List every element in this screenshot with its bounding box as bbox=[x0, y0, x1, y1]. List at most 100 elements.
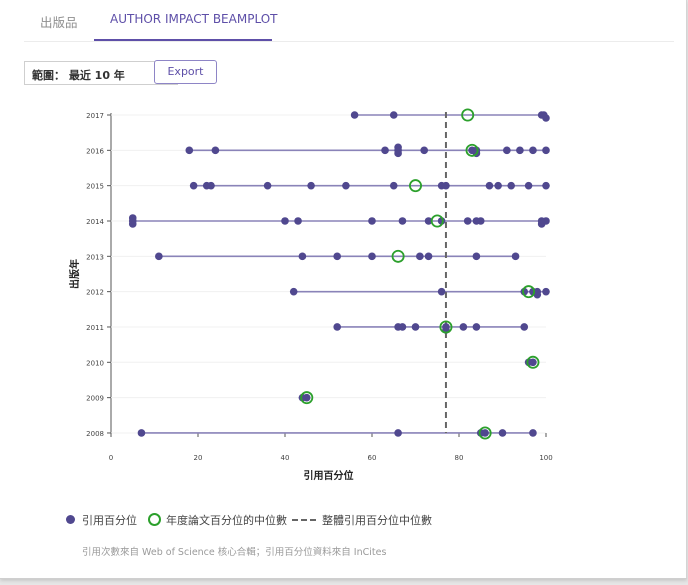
median-marker bbox=[465, 143, 479, 157]
citation-point bbox=[128, 220, 137, 228]
citation-point bbox=[394, 429, 402, 437]
citation-point bbox=[494, 181, 502, 190]
citation-point bbox=[529, 358, 537, 367]
y-tick-label: 2009 bbox=[86, 395, 104, 403]
time-range-select[interactable]: 範圍： 最近 10 年 bbox=[24, 61, 178, 85]
citation-point bbox=[516, 146, 524, 155]
citation-point bbox=[507, 181, 515, 190]
median-marker bbox=[461, 108, 475, 122]
citation-point bbox=[472, 323, 481, 331]
citation-point bbox=[294, 217, 302, 225]
median-marker bbox=[439, 320, 453, 334]
citation-point bbox=[459, 323, 468, 331]
x-tick-label: 20 bbox=[194, 454, 203, 462]
citation-point bbox=[263, 181, 272, 190]
citation-point bbox=[155, 252, 163, 261]
median-marker bbox=[522, 285, 536, 299]
citation-point bbox=[398, 323, 407, 331]
citation-point bbox=[185, 146, 194, 155]
median-marker bbox=[478, 426, 492, 440]
citation-point bbox=[420, 146, 429, 155]
source-note: 引用次數來自 Web of Science 核心合輯；引用百分位資料來自 InC… bbox=[82, 547, 387, 558]
citation-point bbox=[437, 287, 446, 296]
citation-point bbox=[350, 111, 359, 119]
citation-point bbox=[298, 252, 307, 261]
y-axis-label: 出版年 bbox=[68, 259, 81, 289]
citation-point bbox=[520, 287, 529, 296]
citation-point bbox=[302, 393, 311, 402]
legend-median-label: 年度論文百分位的中位數 bbox=[166, 514, 287, 527]
citation-point bbox=[137, 429, 146, 437]
citation-point bbox=[529, 146, 537, 155]
citation-point bbox=[511, 252, 520, 261]
tab-publications[interactable]: 出版品 bbox=[40, 15, 78, 30]
citation-point bbox=[128, 214, 137, 222]
citation-point bbox=[442, 181, 450, 190]
x-tick-label: 80 bbox=[455, 454, 464, 462]
y-tick-label: 2017 bbox=[86, 112, 104, 120]
export-button[interactable]: Export bbox=[154, 60, 217, 84]
citation-point bbox=[524, 181, 533, 190]
legend-citation-label: 引用百分位 bbox=[82, 514, 137, 527]
citation-point bbox=[476, 217, 485, 225]
citation-point bbox=[424, 252, 433, 261]
y-tick-label: 2013 bbox=[86, 253, 104, 261]
citation-point bbox=[503, 146, 511, 155]
citation-point bbox=[389, 111, 398, 119]
beamplot-chart: 2017201620152014201320122011201020092008… bbox=[68, 108, 553, 482]
x-tick-label: 40 bbox=[281, 454, 290, 462]
citation-point bbox=[472, 252, 481, 261]
citation-point bbox=[485, 181, 494, 190]
citation-point bbox=[381, 146, 389, 155]
median-marker bbox=[526, 355, 540, 369]
x-tick-label: 60 bbox=[368, 454, 377, 462]
citation-point bbox=[398, 217, 407, 225]
y-tick-label: 2016 bbox=[86, 147, 104, 155]
citation-point bbox=[437, 217, 446, 225]
y-tick-label: 2011 bbox=[86, 324, 104, 332]
citation-point bbox=[520, 323, 529, 331]
x-tick-label: 100 bbox=[539, 454, 552, 462]
citation-point bbox=[481, 429, 489, 437]
citation-point bbox=[542, 217, 550, 225]
citation-point bbox=[542, 114, 550, 122]
citation-point bbox=[424, 217, 433, 225]
y-tick-label: 2014 bbox=[86, 218, 104, 226]
citation-point bbox=[542, 287, 550, 296]
citation-dot-icon bbox=[66, 515, 75, 524]
active-tab-indicator bbox=[94, 39, 272, 41]
citation-point bbox=[416, 252, 424, 261]
citation-point bbox=[307, 181, 315, 190]
y-tick-label: 2008 bbox=[86, 430, 104, 438]
median-ring-icon bbox=[148, 513, 161, 526]
median-marker bbox=[408, 179, 422, 193]
x-axis-label: 引用百分位 bbox=[304, 469, 354, 482]
tab-beamplot[interactable]: AUTHOR IMPACT BEAMPLOT bbox=[110, 12, 278, 26]
x-tick-label: 0 bbox=[109, 454, 113, 462]
median-marker bbox=[391, 249, 405, 263]
median-marker bbox=[430, 214, 444, 228]
citation-point bbox=[189, 181, 198, 190]
citation-point bbox=[394, 149, 402, 158]
y-tick-label: 2015 bbox=[86, 183, 104, 191]
citation-point bbox=[542, 181, 550, 190]
legend-overall-label: 整體引用百分位中位數 bbox=[322, 514, 432, 527]
citation-point bbox=[368, 252, 376, 261]
citation-point bbox=[529, 429, 537, 437]
y-tick-label: 2012 bbox=[86, 289, 104, 297]
dashed-line-icon bbox=[292, 519, 316, 521]
citation-point bbox=[389, 181, 398, 190]
citation-point bbox=[411, 323, 420, 331]
median-marker bbox=[300, 391, 314, 405]
citation-point bbox=[533, 290, 542, 299]
y-tick-label: 2010 bbox=[86, 359, 104, 367]
citation-point bbox=[498, 429, 507, 437]
citation-point bbox=[289, 287, 298, 296]
citation-point bbox=[368, 217, 376, 225]
citation-point bbox=[342, 181, 350, 190]
citation-point bbox=[207, 181, 215, 190]
tab-bar: 出版品 AUTHOR IMPACT BEAMPLOT bbox=[24, 0, 674, 42]
citation-point bbox=[281, 217, 289, 225]
citation-point bbox=[333, 323, 342, 331]
